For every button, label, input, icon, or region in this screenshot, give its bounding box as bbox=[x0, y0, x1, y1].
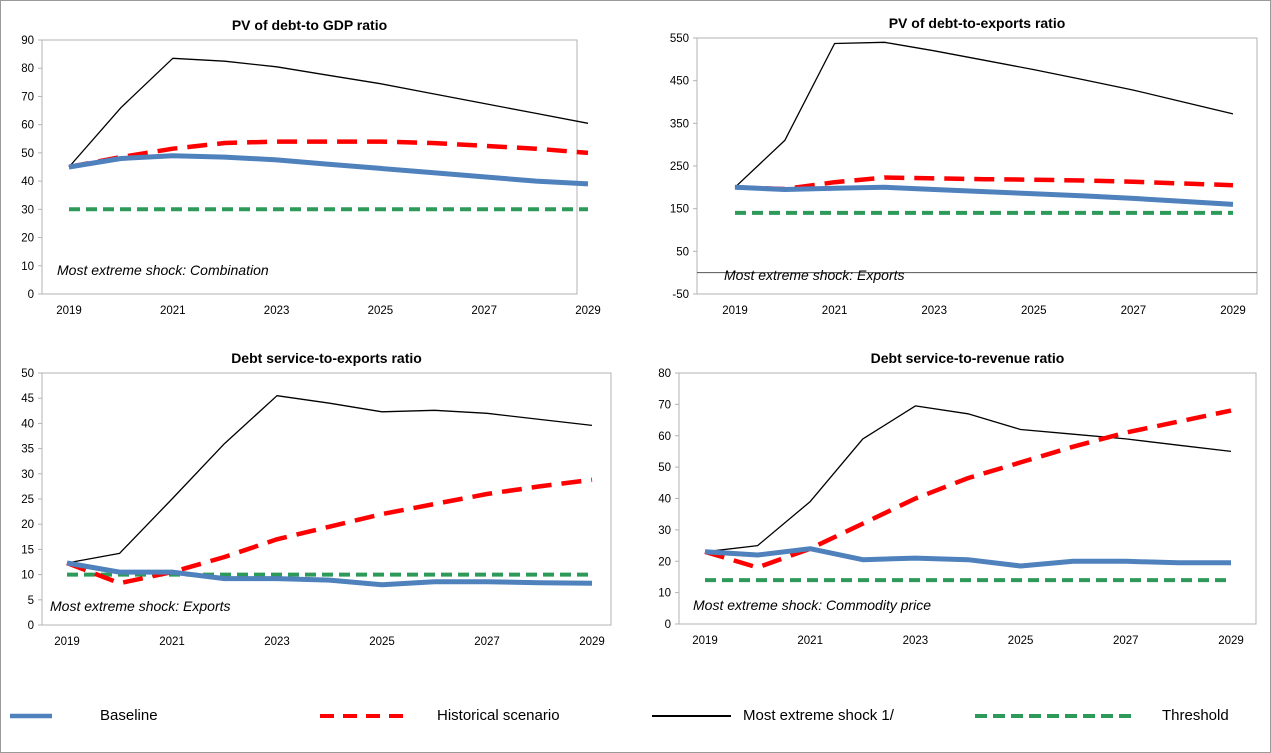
x-tick-label: 2019 bbox=[692, 635, 718, 647]
y-tick-label: 45 bbox=[21, 393, 34, 405]
plot-area bbox=[41, 39, 578, 295]
y-tick-label: 80 bbox=[21, 63, 34, 75]
legend-label: Most extreme shock 1/ bbox=[743, 707, 895, 724]
x-tick-label: 2021 bbox=[822, 305, 848, 317]
y-tick-label: 40 bbox=[658, 494, 671, 506]
series-line-historical-scenario bbox=[734, 175, 1234, 192]
series-line-baseline bbox=[734, 184, 1234, 207]
y-tick-label: 35 bbox=[21, 444, 34, 456]
y-tick-label: 30 bbox=[21, 204, 34, 216]
legend: Baseline Historical scenario Most extreme … bbox=[10, 707, 1229, 724]
shock-note: Most extreme shock: Exports bbox=[724, 267, 905, 283]
chart-title: PV of debt-to-exports ratio bbox=[889, 15, 1066, 31]
x-tick-label: 2025 bbox=[368, 305, 394, 317]
plot-area bbox=[41, 372, 612, 626]
chart-panel-4: Debt service-to-revenue ratio 0 10 20 30 40 50… bbox=[658, 350, 1257, 647]
y-tick-label: 60 bbox=[658, 431, 671, 443]
x-tick-label: 2027 bbox=[1121, 305, 1147, 317]
plot-area bbox=[678, 372, 1257, 625]
series-line-historical-scenario bbox=[68, 139, 589, 170]
y-tick-label: 30 bbox=[658, 525, 671, 537]
y-tick-label: 250 bbox=[670, 161, 689, 173]
shock-note: Most extreme shock: Combination bbox=[57, 262, 269, 278]
x-tick-label: 2029 bbox=[1218, 635, 1244, 647]
y-tick-label: 50 bbox=[21, 148, 34, 160]
x-tick-label: 2027 bbox=[471, 305, 497, 317]
y-tick-label: 60 bbox=[21, 120, 34, 132]
x-tick-label: 2029 bbox=[579, 636, 605, 648]
y-tick-label: 90 bbox=[21, 35, 34, 47]
y-tick-label: 5 bbox=[28, 595, 34, 607]
y-tick-label: 10 bbox=[21, 261, 34, 273]
x-tick-label: 2021 bbox=[797, 635, 823, 647]
y-tick-label: 10 bbox=[21, 570, 34, 582]
legend-label: Threshold bbox=[1162, 707, 1229, 724]
x-tick-label: 2023 bbox=[903, 635, 929, 647]
y-tick-label: -50 bbox=[672, 289, 689, 301]
x-tick-label: 2021 bbox=[159, 636, 185, 648]
y-tick-label: 150 bbox=[670, 204, 689, 216]
x-tick-label: 2019 bbox=[722, 305, 748, 317]
x-tick-label: 2023 bbox=[264, 305, 290, 317]
y-tick-label: 50 bbox=[676, 246, 689, 258]
y-tick-label: 25 bbox=[21, 494, 34, 506]
x-tick-label: 2027 bbox=[1113, 635, 1139, 647]
plot-area bbox=[696, 37, 1258, 295]
y-tick-label: 20 bbox=[21, 233, 34, 245]
series-line-historical-scenario bbox=[704, 408, 1232, 570]
series-line-baseline bbox=[68, 153, 589, 187]
x-tick-label: 2023 bbox=[921, 305, 947, 317]
x-tick-label: 2019 bbox=[56, 305, 82, 317]
x-tick-label: 2027 bbox=[474, 636, 500, 648]
x-tick-label: 2029 bbox=[1220, 305, 1246, 317]
y-tick-label: 50 bbox=[21, 368, 34, 380]
y-tick-label: 15 bbox=[21, 544, 34, 556]
shock-note: Most extreme shock: Exports bbox=[50, 598, 231, 614]
series-line-baseline bbox=[66, 560, 593, 588]
x-tick-label: 2019 bbox=[54, 636, 80, 648]
x-tick-label: 2025 bbox=[1008, 635, 1034, 647]
legend-label: Historical scenario bbox=[437, 707, 560, 724]
chart-panel-2: PV of debt-to-exports ratio -50 50 150 250 35… bbox=[670, 15, 1258, 317]
x-tick-label: 2023 bbox=[264, 636, 290, 648]
y-tick-label: 550 bbox=[670, 33, 689, 45]
x-tick-label: 2029 bbox=[575, 305, 601, 317]
y-tick-label: 10 bbox=[658, 588, 671, 600]
y-tick-label: 20 bbox=[658, 556, 671, 568]
series-line-historical-scenario bbox=[66, 477, 593, 586]
chart-panel-3: Debt service-to-exports ratio05101520253… bbox=[21, 350, 612, 648]
series-line-most-extreme-shock-1 bbox=[66, 395, 593, 564]
y-tick-label: 70 bbox=[658, 399, 671, 411]
legend-label: Baseline bbox=[100, 707, 158, 724]
series-line-baseline bbox=[704, 546, 1231, 569]
x-tick-label: 2025 bbox=[1021, 305, 1047, 317]
chart-panel-1: PV of debt-to GDP ratio 0 10 20 30 40 50 60 70 80… bbox=[21, 17, 601, 317]
y-tick-label: 20 bbox=[21, 519, 34, 531]
chart-title: Debt service-to-exports ratio bbox=[231, 350, 422, 366]
y-tick-label: 30 bbox=[21, 469, 34, 481]
y-tick-label: 0 bbox=[665, 619, 671, 631]
y-tick-label: 0 bbox=[28, 620, 34, 632]
y-tick-label: 40 bbox=[21, 176, 34, 188]
x-tick-label: 2025 bbox=[369, 636, 395, 648]
chart-title: Debt service-to-revenue ratio bbox=[871, 350, 1065, 366]
series-line-most-extreme-shock-1 bbox=[734, 41, 1234, 188]
y-tick-label: 80 bbox=[658, 368, 671, 380]
y-tick-label: 50 bbox=[658, 462, 671, 474]
series-line-most-extreme-shock-1 bbox=[704, 405, 1232, 553]
y-tick-label: 0 bbox=[28, 289, 34, 301]
y-tick-label: 350 bbox=[670, 118, 689, 130]
y-tick-label: 70 bbox=[21, 91, 34, 103]
chart-title: PV of debt-to GDP ratio bbox=[232, 17, 387, 33]
x-tick-label: 2021 bbox=[160, 305, 186, 317]
y-tick-label: 450 bbox=[670, 76, 689, 88]
shock-note: Most extreme shock: Commodity price bbox=[693, 597, 931, 613]
y-tick-label: 40 bbox=[21, 418, 34, 430]
series-line-most-extreme-shock-1 bbox=[68, 57, 589, 168]
